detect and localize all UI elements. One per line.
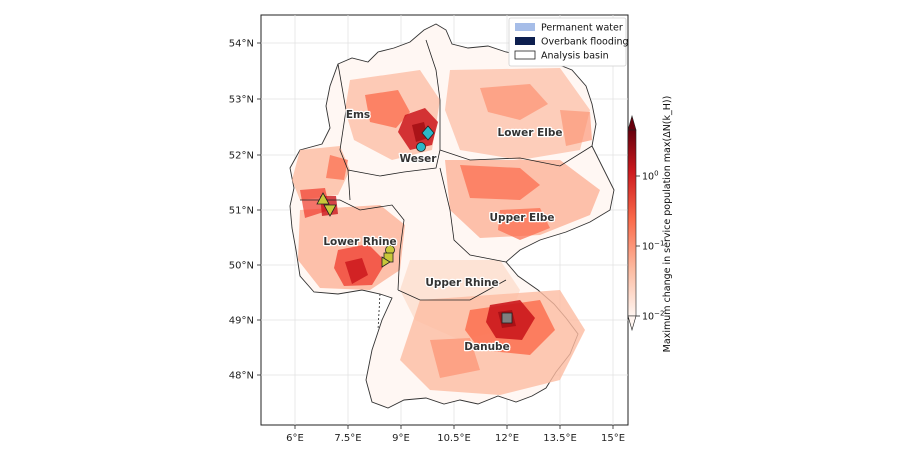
- marker-square-grey: [501, 312, 513, 324]
- basin-label-lower-rhine: Lower Rhine: [323, 236, 396, 248]
- legend: Permanent water Overbank flooding Analysis…: [508, 17, 629, 67]
- lat-tick-label: 48°N: [229, 371, 254, 382]
- legend-label: Analysis basin: [541, 51, 609, 62]
- lon-tick-label: 12°E: [495, 433, 519, 444]
- legend-swatch: [515, 23, 535, 31]
- lon-tick-label: 13.5°E: [543, 433, 577, 444]
- colorbar-tick-label: 10−2: [642, 310, 664, 323]
- legend-swatch: [514, 50, 536, 60]
- lat-tick-label: 53°N: [229, 95, 254, 106]
- marker-triangle-up: [316, 192, 330, 205]
- colorbar-label: Maximum change in service population max…: [662, 96, 673, 353]
- lon-tick-label: 10.5°E: [437, 433, 471, 444]
- colorbar-tick-label: 100: [642, 170, 659, 183]
- basin-label-upper-rhine: Upper Rhine: [425, 277, 498, 289]
- lon-tick-label: 7.5°E: [334, 433, 361, 444]
- lat-tick-label: 52°N: [229, 151, 254, 162]
- legend-label: Permanent water: [541, 23, 623, 34]
- basin-label-weser: Weser: [400, 153, 438, 165]
- basin-label-danube: Danube: [464, 341, 509, 353]
- colorbar-tick-label: 10−1: [642, 240, 664, 253]
- impact-choropleth: [292, 68, 600, 395]
- lat-tick-label: 50°N: [229, 261, 254, 272]
- lat-tick-label: 51°N: [229, 206, 254, 217]
- marker-triangle-down: [323, 204, 337, 217]
- marker-bowtie: [381, 256, 391, 268]
- legend-swatch: [515, 37, 535, 45]
- colorbar: 100 10−1 10−2 Maximum change in service po…: [627, 96, 673, 353]
- marker-diamond: [421, 125, 435, 141]
- lat-tick-label: 54°N: [229, 39, 254, 50]
- lon-tick-label: 6°E: [286, 433, 304, 444]
- marker-circle-teal: [416, 142, 426, 152]
- basin-label-upper-elbe: Upper Elbe: [490, 212, 555, 224]
- basin-label-lower-elbe: Lower Elbe: [498, 127, 563, 139]
- lat-tick-label: 49°N: [229, 316, 254, 327]
- lon-tick-label: 15°E: [601, 433, 625, 444]
- lon-tick-label: 9°E: [392, 433, 410, 444]
- event-markers: [316, 125, 513, 324]
- basin-label-ems: Ems: [346, 109, 370, 121]
- legend-label: Overbank flooding: [541, 37, 629, 48]
- basin-boundaries: [300, 39, 593, 331]
